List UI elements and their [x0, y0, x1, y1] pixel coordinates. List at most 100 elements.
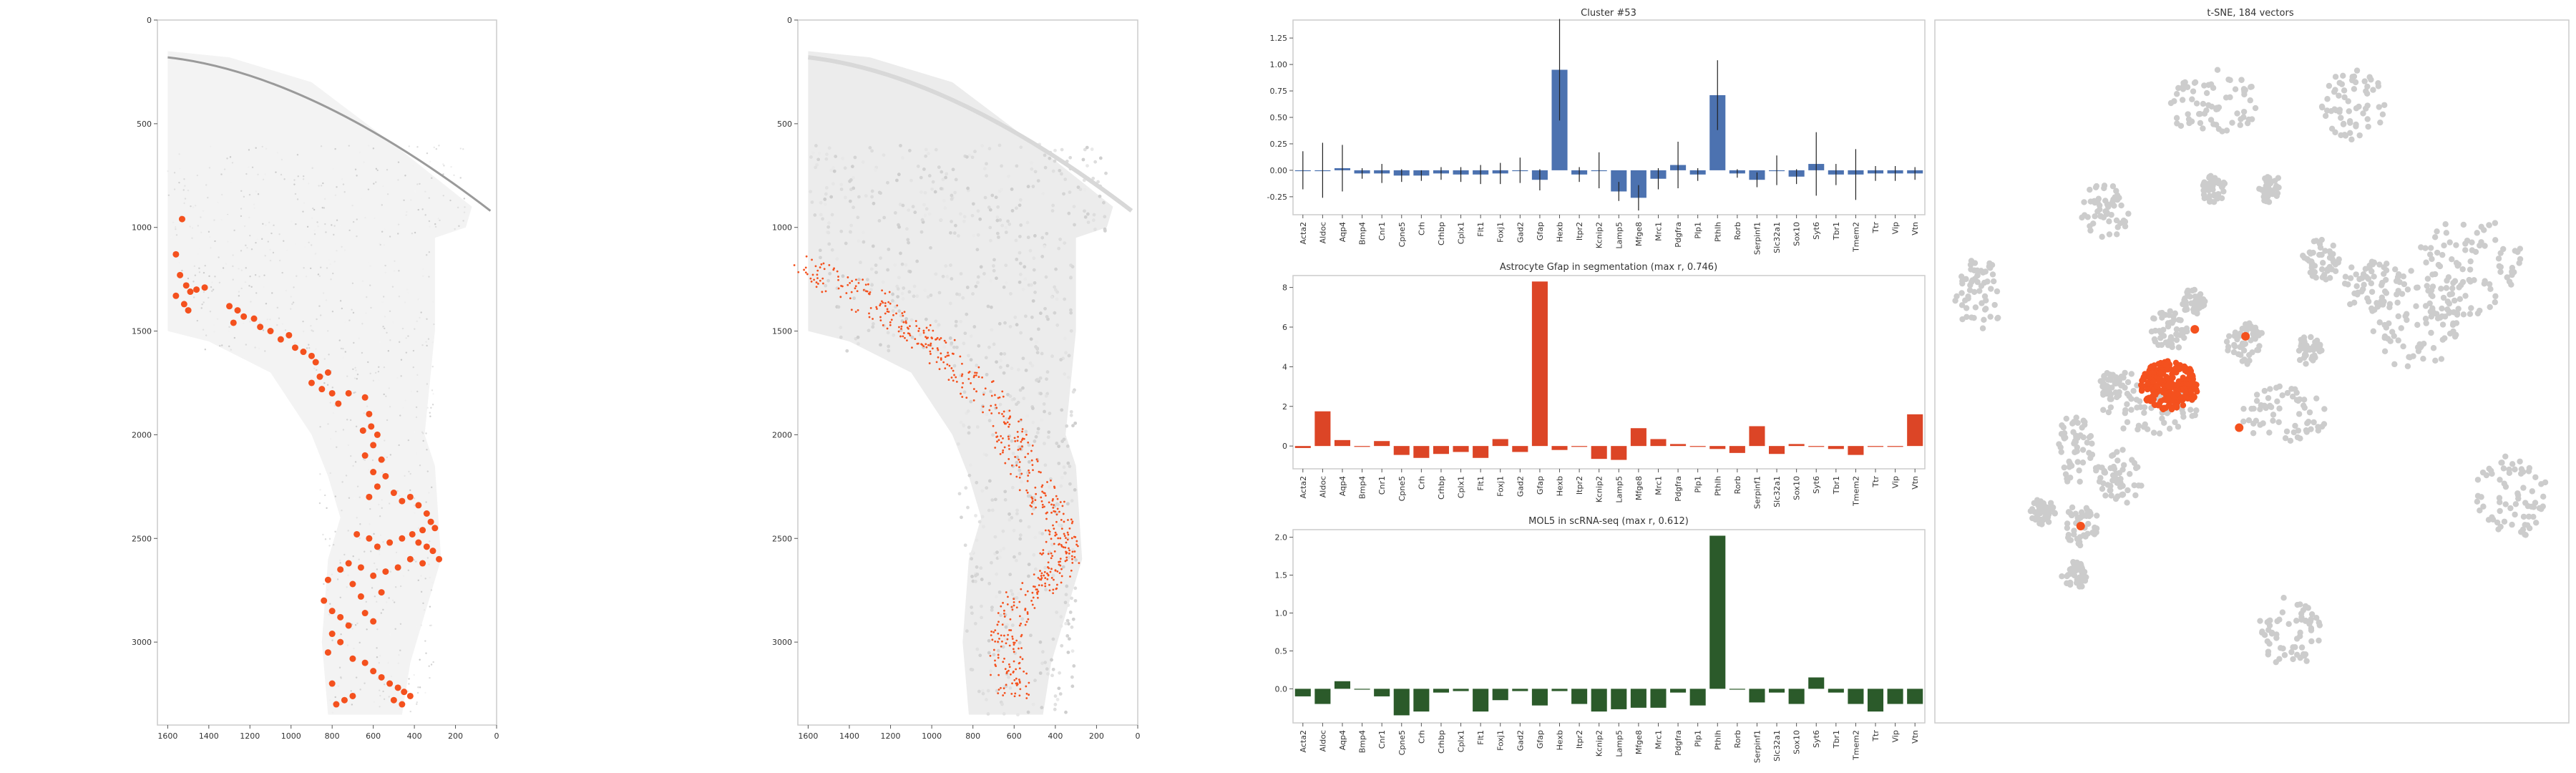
texture-dot: [970, 155, 975, 160]
texture-dot: [428, 492, 430, 494]
tsne-point: [2395, 313, 2401, 320]
texture-dot: [1060, 475, 1064, 480]
texture-dot: [1060, 147, 1064, 152]
tsne-point: [2515, 495, 2522, 502]
texture-dot: [901, 203, 905, 208]
texture-dot: [330, 278, 332, 281]
texture-dot: [384, 316, 386, 318]
tsne-point: [2306, 258, 2313, 264]
y-tick-label: 0.5: [1275, 646, 1288, 656]
highlight-dot: [914, 338, 917, 341]
tsne-point: [2467, 278, 2474, 285]
highlight-dot: [836, 270, 839, 273]
texture-dot: [312, 330, 314, 332]
texture-dot: [332, 272, 334, 275]
texture-dot: [1055, 323, 1060, 327]
highlight-dot: [1005, 642, 1008, 645]
x-tick-label: Cnr1: [1377, 476, 1387, 495]
tsne-point: [2497, 499, 2503, 505]
texture-dot: [351, 282, 354, 285]
texture-dot: [967, 354, 970, 358]
highlight-point: [240, 313, 248, 320]
texture-dot: [984, 356, 988, 360]
highlight-dot: [997, 621, 1000, 623]
highlight-dot: [903, 311, 906, 313]
texture-dot: [819, 256, 822, 260]
texture-dot: [1049, 477, 1053, 481]
texture-dot: [382, 540, 384, 543]
texture-dot: [429, 160, 431, 163]
texture-dot: [1055, 297, 1059, 301]
tsne-point: [2481, 227, 2487, 233]
texture-dot: [313, 208, 316, 211]
tsne-point: [2268, 404, 2275, 410]
y-tick-label: 0.00: [1270, 166, 1288, 175]
tsne-point: [1974, 272, 1981, 279]
texture-dot: [355, 369, 357, 371]
highlight-dot: [1011, 638, 1014, 640]
texture-dot: [263, 286, 265, 288]
tsne-point: [2457, 282, 2464, 288]
texture-dot: [306, 347, 308, 349]
tsne-point: [2273, 193, 2280, 200]
texture-dot: [363, 161, 365, 163]
texture-dot: [975, 647, 980, 651]
texture-dot: [1043, 245, 1047, 248]
highlight-dot: [1003, 609, 1005, 612]
texture-dot: [1031, 299, 1035, 303]
x-tick-label: Crhbp: [1437, 476, 1446, 500]
texture-dot: [422, 447, 425, 449]
tsne-point: [2174, 120, 2180, 127]
highlight-point: [361, 610, 369, 617]
tsne-point: [2347, 275, 2354, 281]
texture-dot: [255, 147, 257, 149]
highlight-dot: [880, 300, 883, 303]
y-tick-label: 1000: [772, 223, 792, 233]
texture-dot: [379, 689, 381, 691]
x-tick-label: Aldoc: [1318, 730, 1327, 752]
tsne-point: [2173, 331, 2180, 338]
x-tick-label: Rorb: [1733, 730, 1742, 748]
texture-dot: [982, 525, 985, 529]
texture-dot: [1044, 588, 1048, 592]
highlight-dot: [1015, 668, 1018, 671]
texture-dot: [844, 241, 848, 245]
texture-dot: [358, 496, 361, 499]
tsne-point: [2509, 461, 2516, 467]
texture-dot: [398, 341, 401, 344]
texture-dot: [343, 249, 346, 251]
highlight-dot: [935, 361, 938, 364]
texture-dot: [1033, 281, 1037, 285]
tsne-point: [2177, 317, 2184, 324]
texture-dot: [349, 419, 352, 422]
texture-dot: [882, 215, 887, 220]
texture-dot: [948, 336, 952, 340]
tsne-point: [2313, 274, 2319, 281]
texture-dot: [434, 223, 436, 225]
texture-dot: [1027, 563, 1031, 566]
texture-dot: [425, 341, 427, 343]
tsne-point: [2214, 67, 2221, 73]
highlight-dot: [837, 276, 839, 278]
tsne-point: [2118, 373, 2124, 380]
texture-dot: [896, 287, 900, 291]
texture-dot: [904, 263, 908, 267]
texture-dot: [373, 183, 375, 185]
texture-dot: [934, 147, 938, 152]
highlight-dot: [1043, 505, 1045, 508]
x-tick-label: Crh: [1417, 476, 1426, 490]
tsne-point: [2462, 240, 2469, 247]
highlight-dot: [1044, 582, 1047, 585]
highlight-dot: [938, 338, 941, 341]
texture-dot: [409, 710, 411, 713]
texture-dot: [414, 505, 416, 507]
highlight-dot: [1004, 462, 1007, 465]
tsne-point: [2424, 276, 2431, 282]
highlight-dot: [1002, 601, 1004, 604]
highlight-dot: [1050, 503, 1053, 506]
texture-dot: [331, 639, 333, 641]
tsne-point: [2293, 397, 2301, 404]
x-tick-label: Rorb: [1733, 476, 1742, 494]
tsne-point: [2310, 249, 2316, 256]
texture-dot: [1055, 442, 1059, 445]
